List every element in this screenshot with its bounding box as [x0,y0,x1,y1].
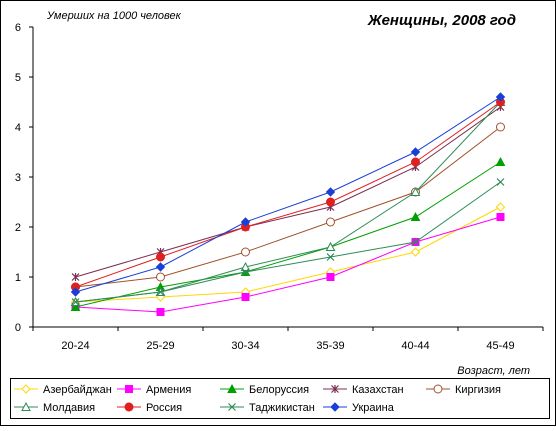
series-line [75,126,501,288]
data-point [495,92,506,102]
data-point [326,217,335,227]
legend-label: Молдавия [43,402,95,414]
legend-item: Армения [117,384,191,396]
legend-marker [21,384,31,394]
x-tick-label: 30-34 [231,340,259,352]
y-tick-label: 6 [15,22,21,34]
legend-marker [330,402,340,412]
data-point [241,268,250,276]
legend-marker [227,383,237,393]
y-tick-label: 1 [15,272,21,284]
x-axis-label: Возраст, лет [457,365,530,377]
data-point [410,147,421,157]
legend: Азербайджан Армения Белоруссия Казахстан Кир… [10,378,550,419]
axes: 0 1 2 3 4 5 6 20-24 25-29 30-34 35-39 40-44 45-49 [15,22,544,352]
series-line [75,216,501,313]
data-point [411,238,420,246]
y-tick-label: 3 [15,172,21,184]
data-point [70,287,81,297]
series-8 [71,178,505,306]
data-point [156,308,165,316]
series-line [75,206,501,303]
data-point [326,253,335,261]
data-point [496,122,505,132]
data-point [240,261,251,271]
data-point [326,197,335,207]
legend-label: Украина [352,402,395,414]
legend-label: Армения [146,384,191,396]
data-point [155,262,166,272]
data-point [411,157,420,167]
legend-box [10,378,550,419]
data-point [241,293,250,301]
data-point [71,273,80,281]
legend-item: Россия [117,402,182,414]
data-point [156,252,165,262]
data-point [495,202,506,212]
x-tick-label: 40-44 [401,340,429,352]
data-point [240,217,251,227]
legend-label: Белоруссия [249,384,309,396]
legend-marker [331,385,339,393]
y-tick-label: 5 [15,72,21,84]
legend-item: Азербайджан [14,384,112,396]
x-tick-label: 35-39 [316,340,344,352]
y-tick-label: 2 [15,222,21,234]
series-line [75,181,501,303]
series-line [75,101,501,288]
legend-item: Киргизия [426,384,501,396]
data-point [410,186,421,196]
data-point [71,298,80,306]
data-point [495,156,506,166]
legend-marker [433,384,443,394]
legend-item: Казахстан [323,384,404,396]
legend-label: Азербайджан [43,384,112,396]
legend-marker [21,401,31,411]
data-point [326,273,335,281]
chart-title: Женщины, 2008 год [367,12,516,29]
y-axis-label: Умерших на 1000 человек [46,10,182,22]
legend-label: Таджикистан [249,402,315,414]
series-7 [71,97,505,292]
data-point [325,187,336,197]
series-line [75,96,501,293]
data-point [410,211,421,221]
data-point [156,288,165,296]
data-point [410,247,421,257]
legend-marker [228,403,236,411]
x-tick-label: 45-49 [486,340,514,352]
legend-marker [124,402,134,412]
legend-label: Казахстан [352,384,404,396]
x-tick-label: 25-29 [146,340,174,352]
series-layer [70,92,506,316]
data-point [70,301,81,311]
legend-item: Украина [323,402,395,414]
legend-item: Молдавия [14,401,95,414]
legend-label: Россия [146,402,182,414]
series-line [75,161,501,308]
legend-label: Киргизия [455,384,501,396]
series-9 [70,92,506,297]
data-point [496,178,505,186]
legend-item: Белоруссия [220,383,309,396]
y-tick-label: 4 [15,122,21,134]
x-tick-label: 20-24 [61,340,89,352]
legend-marker [125,385,133,393]
data-point [325,241,336,251]
legend-item: Таджикистан [220,402,315,414]
y-tick-label: 0 [15,322,21,334]
data-point [241,247,250,257]
data-point [156,272,165,282]
series-line [75,106,501,278]
data-point [496,213,505,221]
